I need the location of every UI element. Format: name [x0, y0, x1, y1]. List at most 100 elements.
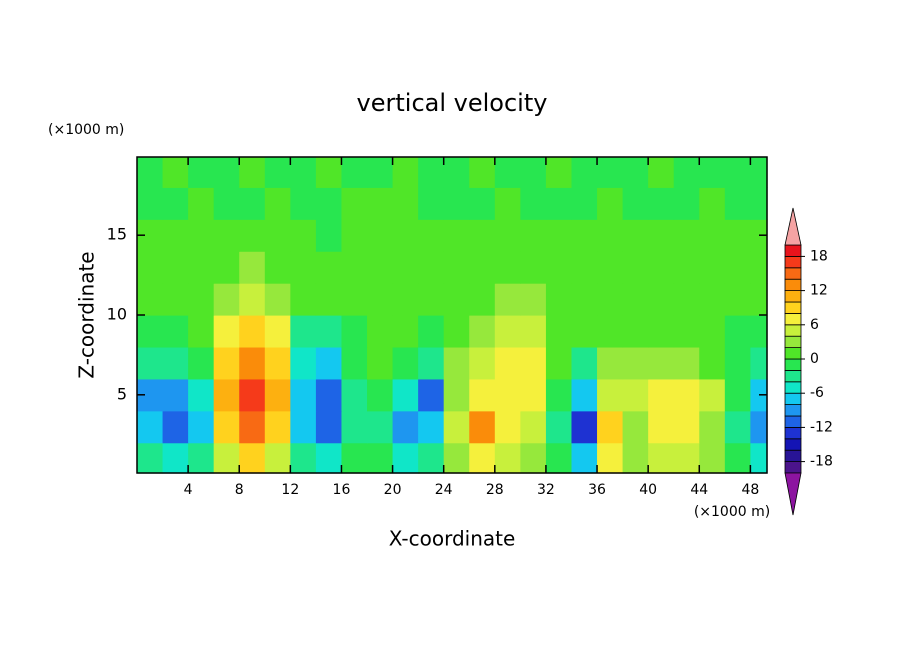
contour-cell [699, 442, 726, 474]
contour-cell [162, 410, 189, 444]
contour-cell [264, 315, 291, 348]
contour-cell [239, 442, 266, 474]
colorbar-box [784, 301, 802, 314]
contour-cell [367, 378, 394, 412]
contour-cell [367, 315, 394, 348]
colorbar-box [784, 415, 802, 428]
chart-title: vertical velocity [357, 89, 548, 117]
contour-cell [699, 346, 726, 380]
contour-cell [188, 442, 215, 474]
contour-cell [290, 187, 317, 220]
colorbar-tick-label: -12 [810, 419, 833, 435]
contour-cell [699, 219, 726, 252]
contour-cell [367, 219, 394, 252]
contour-cell [418, 315, 445, 348]
contour-cell [264, 442, 291, 474]
contour-cell [673, 315, 700, 348]
contour-cell [750, 442, 768, 474]
contour-cell [699, 283, 726, 316]
contour-cell [750, 315, 768, 348]
contour-cell [494, 442, 521, 474]
contour-cell [213, 442, 240, 474]
contour-cell [597, 346, 624, 380]
y-axis-label: Z-coordinate [75, 251, 99, 378]
contour-cell [597, 157, 624, 188]
contour-field [137, 157, 768, 474]
contour-cell [443, 410, 470, 444]
contour-cell [724, 251, 751, 284]
contour-cell [750, 410, 768, 444]
contour-cell [520, 187, 547, 220]
contour-cell [597, 251, 624, 284]
contour-cell [469, 251, 496, 284]
colorbar-box [784, 461, 802, 474]
contour-cell [520, 442, 547, 474]
contour-cell [648, 219, 675, 252]
contour-cell [392, 346, 419, 380]
contour-cell [724, 410, 751, 444]
colorbar-box [784, 312, 802, 326]
contour-cell [162, 251, 189, 284]
contour-cell [597, 442, 624, 474]
contour-cell [520, 251, 547, 284]
contour-cell [239, 378, 266, 412]
contour-cell [213, 410, 240, 444]
contour-cell [264, 251, 291, 284]
contour-cell [443, 346, 470, 380]
colorbar-box [784, 438, 802, 451]
contour-cell [494, 187, 521, 220]
contour-cell [494, 219, 521, 252]
contour-cell [469, 410, 496, 444]
contour-cell [673, 378, 700, 412]
contour-cell [673, 346, 700, 380]
colorbar-tick-label: -18 [810, 454, 833, 470]
contour-cell [724, 157, 751, 188]
contour-cell [622, 251, 649, 284]
x-tick-label: 12 [281, 482, 299, 498]
contour-cell [597, 315, 624, 348]
contour-cell [315, 410, 343, 444]
contour-cell [520, 157, 547, 188]
contour-cell [750, 251, 768, 284]
contour-cell [162, 187, 189, 220]
contour-cell [750, 219, 768, 252]
contour-cell [494, 157, 521, 188]
contour-cell [520, 346, 547, 380]
colorbar-box [784, 267, 802, 280]
contour-cell [290, 251, 317, 284]
contour-cell [622, 410, 649, 444]
contour-cell [724, 283, 751, 316]
contour-cell [213, 187, 240, 220]
contour-cell [469, 283, 496, 316]
contour-cell [418, 346, 445, 380]
contour-cell [341, 315, 368, 348]
colorbar-tick-label: 18 [810, 248, 828, 264]
contour-cell [290, 219, 317, 252]
contour-cell [290, 378, 317, 412]
contour-cell [239, 410, 266, 444]
colorbar-box [784, 347, 802, 360]
contour-cell [443, 442, 470, 474]
x-axis-label: X-coordinate [389, 527, 516, 551]
contour-cell [367, 251, 394, 284]
contour-cell [392, 283, 419, 316]
contour-cell [750, 378, 768, 412]
x-unit-label: (×1000 m) [694, 504, 770, 520]
x-tick-label: 40 [639, 482, 657, 498]
contour-cell [188, 346, 215, 380]
contour-cell [341, 157, 368, 188]
contour-cell [443, 187, 470, 220]
contour-cell [264, 410, 291, 444]
colorbar-box [784, 392, 802, 406]
contour-cell [162, 346, 189, 380]
contour-cell [290, 283, 317, 316]
contour-cell [162, 315, 189, 348]
contour-cell [622, 378, 649, 412]
contour-cell [724, 346, 751, 380]
contour-cell [545, 378, 573, 412]
contour-cell [648, 315, 675, 348]
contour-cell [188, 187, 215, 220]
contour-cell [188, 315, 215, 348]
contour-cell [622, 157, 649, 188]
contour-cell [494, 283, 521, 316]
